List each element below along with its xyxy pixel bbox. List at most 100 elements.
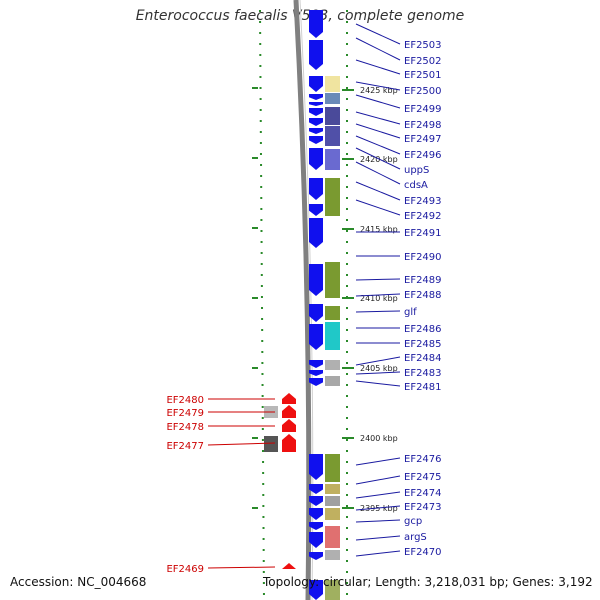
cog-block [325,580,340,600]
forward-cds-arrow [309,102,323,106]
forward-gene-label: uppS [404,165,429,176]
reverse-cds-arrow [282,419,296,432]
cog-block [325,178,340,216]
forward-gene-label: EF2492 [404,211,442,222]
reverse-cds-arrow [282,405,296,418]
forward-gene-label: EF2490 [404,252,442,263]
gene-leader-line [355,147,401,170]
forward-cds-arrow [309,108,323,116]
cog-block [325,496,340,506]
forward-cds-arrow [309,264,323,296]
forward-cds-arrow [309,552,323,560]
gene-leader-line [355,23,401,45]
gene-leader-line [355,161,401,185]
forward-cds-arrow [309,496,323,506]
forward-cds-arrow [309,128,323,134]
gene-leader-line [355,123,401,139]
cog-block [325,149,340,170]
cog-block [325,484,340,494]
reverse-gene-labels: EF2480 EF2479 EF2478 EF2477 EF2469 [166,395,276,575]
forward-cds-arrow [309,94,323,100]
gene-leader-line [355,505,401,511]
forward-cds-arrow [309,324,323,350]
forward-cds-arrow [309,204,323,216]
reverse-gene-label: EF2477 [166,441,204,452]
forward-cds-arrow [309,454,323,480]
forward-gene-label: EF2474 [404,488,442,499]
forward-cds-arrow [309,40,323,70]
forward-gene-label: EF2476 [404,454,442,465]
forward-gene-label: EF2500 [404,86,442,97]
gene-leader-line [355,457,401,466]
forward-cds-arrow [309,508,323,520]
gene-leader-line [355,135,401,155]
cog-block [325,262,340,298]
forward-cds-arrow [309,522,323,530]
gene-leader-line [355,59,401,75]
cog-block [325,306,340,320]
forward-gene-label: EF2483 [404,368,442,379]
forward-gene-label: EF2502 [404,56,442,67]
forward-gene-label: EF2498 [404,120,442,131]
forward-gene-label: cdsA [404,180,428,191]
gene-leader-line [355,111,401,125]
forward-gene-label: EF2491 [404,228,442,239]
forward-gene-label: EF2485 [404,339,442,350]
forward-cds-arrow [309,118,323,126]
reverse-cds-arrow [282,393,296,404]
gene-leader-line [355,94,401,109]
reverse-gene-label: EF2478 [166,422,204,433]
forward-cds-arrow [309,532,323,548]
cog-block [325,376,340,386]
gene-leader-line [355,371,401,375]
forward-gene-label: glf [404,307,417,318]
cog-block [325,526,340,548]
gene-leader-line [355,519,401,523]
cog-block [264,436,278,452]
forward-cds-arrow [309,378,323,386]
forward-gene-label: EF2484 [404,353,442,364]
gene-leader-line [355,356,401,366]
gene-leader-line [355,535,401,541]
reverse-gene-label: EF2479 [166,408,204,419]
gene-leader-line [355,278,401,281]
forward-gene-label: EF2481 [404,382,442,393]
scale-tick-label: 2410 kbp [360,294,398,303]
forward-gene-label: EF2501 [404,70,442,81]
cog-block [325,93,340,104]
forward-gene-label: EF2486 [404,324,442,335]
cog-color-blocks [325,76,340,600]
cog-block [325,322,340,350]
cog-block [325,454,340,482]
gene-leader-line [207,566,276,569]
forward-gene-label: EF2496 [404,150,442,161]
scale-tick-label: 2425 kbp [360,86,398,95]
scale-tick-label: 2400 kbp [360,434,398,443]
forward-cds-arrow [309,218,323,248]
forward-gene-label: argS [404,532,427,543]
map-title: Enterococcus faecalis V583, complete gen… [135,8,465,24]
forward-gene-label: EF2497 [404,134,442,145]
forward-cds-arrow [309,136,323,144]
forward-gene-label: gcp [404,516,422,527]
cog-block [325,126,340,146]
forward-gene-label: EF2499 [404,104,442,115]
forward-cds-arrow [309,370,323,376]
gene-leader-line [355,380,401,387]
gene-leader-line [207,442,276,446]
genome-summary-text: Topology: circular; Length: 3,218,031 bp… [263,575,593,589]
forward-gene-label: EF2503 [404,40,442,51]
genome-backbone [293,0,312,600]
cog-block [325,508,340,520]
reverse-cds-track [264,393,296,569]
inner-dotted-track [259,9,265,600]
forward-cds-arrow [309,304,323,322]
forward-cds-arrow [309,148,323,170]
forward-cds-arrow [309,10,323,38]
scale-tick-label: 2395 kbp [360,504,398,513]
gene-leader-line [355,81,401,91]
scale-tick-label: 2405 kbp [360,364,398,373]
gene-leader-line [355,293,401,297]
cog-block [325,550,340,560]
coordinate-ticks: 2425 kbp 2420 kbp 2415 kbp 2410 kbp 2405 kbp… [252,86,398,513]
